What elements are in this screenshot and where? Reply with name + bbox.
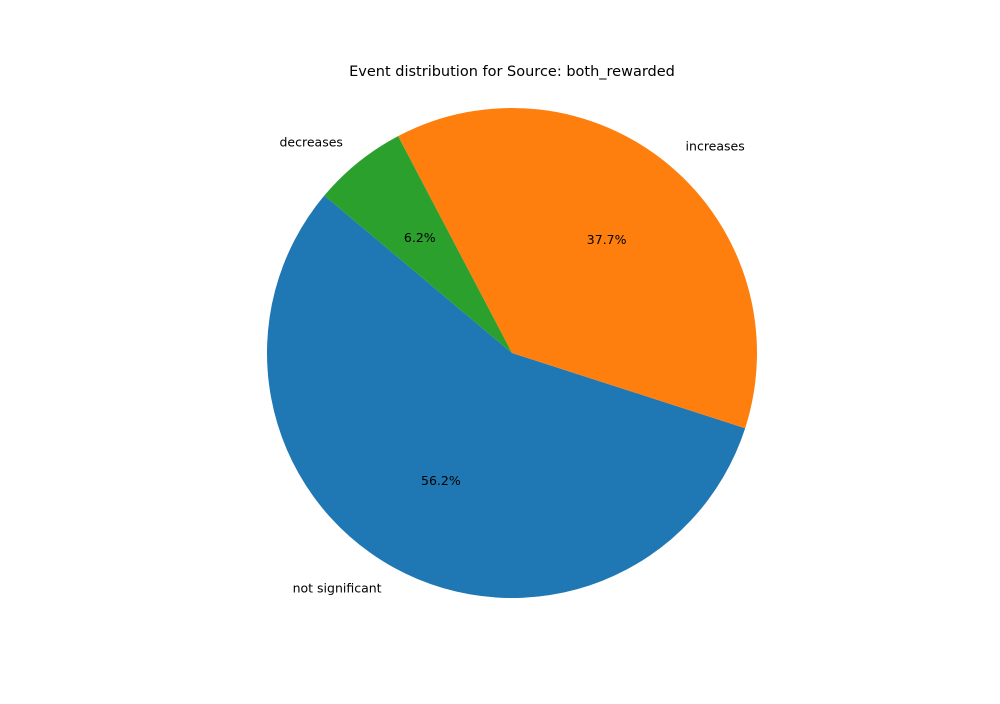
pie-slice-increases bbox=[398, 108, 757, 429]
pie-slice-not-significant bbox=[266, 195, 746, 599]
pie-labels: not significant 56.2% increases 37.7% decrea… bbox=[280, 135, 745, 596]
slice-label-increases: increases bbox=[686, 138, 745, 153]
slice-label-not-significant: not significant bbox=[293, 580, 382, 595]
pie-slices bbox=[266, 108, 757, 599]
slice-percent-increases: 37.7% bbox=[587, 232, 627, 247]
slice-label-decreases: decreases bbox=[280, 135, 343, 150]
slice-percent-decreases: 6.2% bbox=[404, 230, 436, 245]
pie-slice-decreases bbox=[324, 136, 512, 353]
slice-percent-not-significant: 56.2% bbox=[421, 473, 461, 488]
chart-title: Event distribution for Source: both_rewa… bbox=[349, 64, 675, 80]
